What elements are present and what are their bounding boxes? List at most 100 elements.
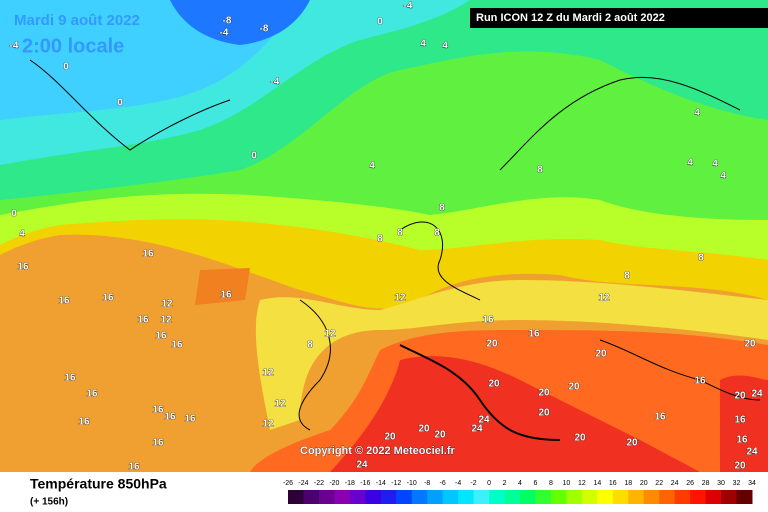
contour-label: 12 [394, 293, 406, 304]
contour-label: 20 [734, 461, 746, 472]
contour-label: 20 [595, 349, 607, 360]
colorbar-swatch [628, 490, 645, 504]
colorbar-swatch [674, 490, 691, 504]
colorbar-label: -24 [298, 480, 308, 487]
colorbar-label: 20 [640, 480, 648, 487]
colorbar-label: 26 [686, 480, 694, 487]
colorbar-swatch [318, 490, 335, 504]
contour-label: 4 [712, 159, 718, 170]
colorbar-label: -18 [345, 480, 355, 487]
colorbar-label: 24 [671, 480, 679, 487]
contour-label: 16 [137, 315, 149, 326]
contour-label: 16 [102, 293, 114, 304]
copyright: Copyright © 2022 Meteociel.fr [300, 445, 456, 457]
colorbar-swatch [349, 490, 366, 504]
contour-label: 16 [482, 315, 494, 326]
contour-label: 4 [687, 158, 693, 169]
colorbar-label: 28 [702, 480, 710, 487]
contour-label: 0 [377, 17, 383, 28]
colorbar-label: 30 [717, 480, 725, 487]
contour-label: 20 [384, 432, 396, 443]
map-date: Mardi 9 août 2022 [14, 12, 140, 29]
contour-label: 4 [694, 108, 700, 119]
contour-label: -4 [271, 77, 280, 88]
colorbar: -26 -24 -22 -20 -18 -16 -14 -12 -10 -8 -6 -4 -2 0 2 4 6 8… [283, 480, 756, 504]
footer-title: Température 850hPa [30, 476, 167, 492]
contour-label: 4 [19, 229, 25, 240]
colorbar-swatch [705, 490, 722, 504]
contour-label: 0 [63, 62, 69, 73]
colorbar-swatch [659, 490, 676, 504]
contour-label: 16 [694, 376, 706, 387]
colorbar-swatch [566, 490, 583, 504]
contour-label: -4 [10, 41, 19, 52]
contour-label: 12 [598, 293, 610, 304]
contour-label: 20 [538, 388, 550, 399]
coastlines [29, 59, 761, 441]
colorbar-swatch [721, 490, 738, 504]
run-info: Run ICON 12 Z du Mardi 2 août 2022 [476, 12, 665, 24]
contour-label: 4 [442, 41, 448, 52]
contour-label: 12 [274, 399, 286, 410]
colorbar-swatch [643, 490, 660, 504]
colorbar-label: 0 [487, 480, 491, 487]
colorbar-swatch [442, 490, 459, 504]
contour-label: 16 [152, 438, 164, 449]
contour-label: 8 [439, 203, 445, 214]
colorbar-label: 14 [593, 480, 601, 487]
contour-label: -8 [260, 24, 269, 35]
contour-label: 12 [324, 329, 336, 340]
map-background [0, 0, 768, 472]
colorbar-swatch [458, 490, 475, 504]
contour-label: 20 [734, 391, 746, 402]
colorbar-swatch [736, 490, 753, 504]
contour-label: 8 [698, 253, 704, 264]
contour-label: 20 [744, 339, 756, 350]
contour-label: 24 [751, 389, 763, 400]
contour-label: 8 [397, 228, 403, 239]
contour-label: 16 [171, 340, 183, 351]
contour-label: 12 [262, 368, 274, 379]
colorbar-label: 10 [563, 480, 571, 487]
colorbar-swatch [427, 490, 444, 504]
colorbar-label: -16 [360, 480, 370, 487]
colorbar-label: -4 [455, 480, 461, 487]
colorbar-swatch [334, 490, 351, 504]
colorbar-label: -14 [376, 480, 386, 487]
contour-label: 8 [307, 340, 313, 351]
contour-label: 0 [11, 209, 17, 220]
contour-label: 16 [128, 462, 140, 473]
colorbar-label: 12 [578, 480, 586, 487]
contour-label: 16 [220, 290, 232, 301]
contour-label: 16 [78, 417, 90, 428]
map-time: 2:00 locale [22, 35, 124, 57]
colorbar-swatch [535, 490, 552, 504]
contour-label: 4 [720, 171, 726, 182]
contour-label: 8 [624, 271, 630, 282]
colorbar-swatch [690, 490, 707, 504]
contour-label: 4 [420, 39, 426, 50]
contour-label: 16 [142, 249, 154, 260]
colorbar-swatch [473, 490, 490, 504]
run-box [470, 8, 768, 28]
colorbar-swatch [489, 490, 506, 504]
colorbar-label: -26 [283, 480, 293, 487]
colorbar-swatch [550, 490, 567, 504]
colorbar-label: 18 [624, 480, 632, 487]
contour-label: -4 [220, 28, 229, 39]
colorbar-label: 4 [518, 480, 522, 487]
colorbar-swatch [597, 490, 614, 504]
colorbar-label: -2 [470, 480, 476, 487]
colorbar-swatch [396, 490, 413, 504]
contour-label: 4 [369, 161, 375, 172]
colorbar-label: -20 [329, 480, 339, 487]
colorbar-swatch [380, 490, 397, 504]
colorbar-swatch [411, 490, 428, 504]
contour-label: 12 [161, 299, 173, 310]
contour-label: 16 [164, 412, 176, 423]
contour-label: 16 [58, 296, 70, 307]
contour-label: 16 [64, 373, 76, 384]
contour-label: 16 [152, 405, 164, 416]
contour-label: 20 [568, 382, 580, 393]
colorbar-swatch [581, 490, 598, 504]
